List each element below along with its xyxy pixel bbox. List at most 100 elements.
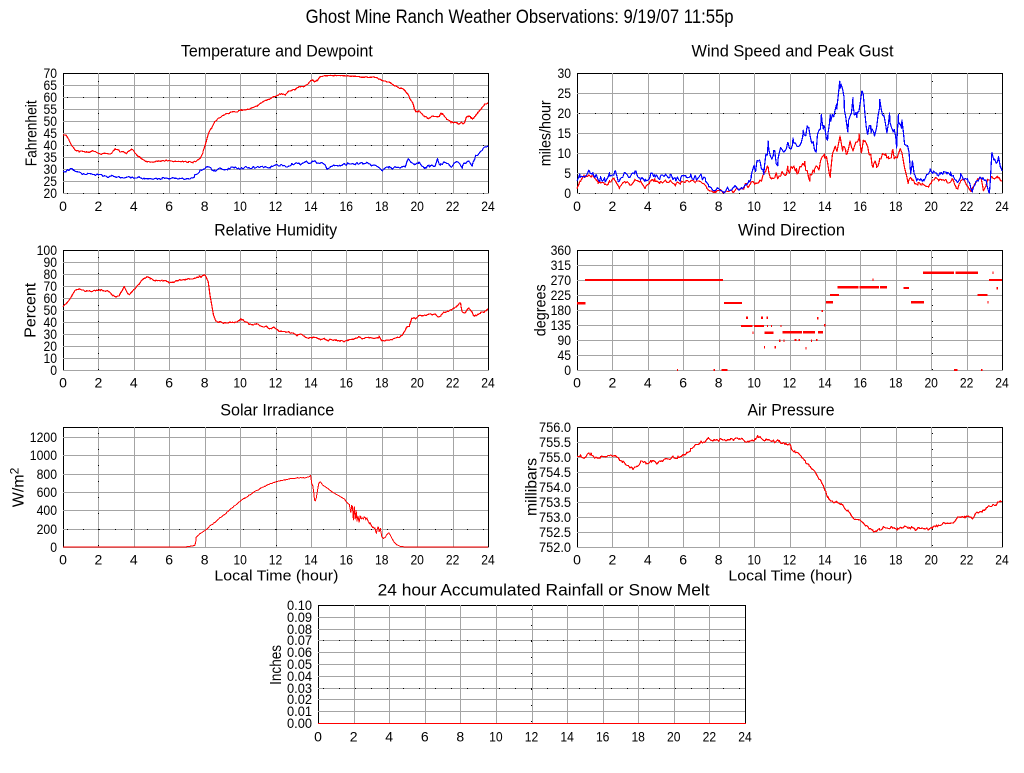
svg-text:Wind Direction: Wind Direction — [738, 221, 845, 239]
svg-text:200: 200 — [37, 521, 58, 537]
svg-text:W/m2: W/m2 — [8, 467, 28, 507]
svg-text:16: 16 — [340, 198, 354, 214]
svg-text:22: 22 — [960, 375, 974, 391]
svg-text:0: 0 — [573, 375, 581, 391]
svg-text:20: 20 — [410, 198, 424, 214]
svg-text:14: 14 — [560, 729, 574, 745]
svg-text:315: 315 — [551, 257, 572, 273]
svg-text:4: 4 — [130, 552, 138, 568]
svg-text:2: 2 — [609, 552, 617, 568]
svg-text:5: 5 — [564, 165, 571, 181]
svg-text:24: 24 — [481, 552, 495, 568]
svg-text:4: 4 — [644, 552, 652, 568]
svg-text:Wind Speed and Peak Gust: Wind Speed and Peak Gust — [692, 43, 894, 61]
svg-text:6: 6 — [165, 552, 173, 568]
svg-text:8: 8 — [201, 552, 209, 568]
svg-text:40: 40 — [44, 137, 58, 153]
svg-text:55: 55 — [44, 101, 58, 117]
svg-text:0.09: 0.09 — [287, 609, 312, 625]
svg-text:20: 20 — [924, 375, 938, 391]
svg-text:50: 50 — [44, 302, 58, 318]
svg-text:22: 22 — [703, 729, 717, 745]
svg-text:20: 20 — [667, 729, 681, 745]
svg-text:25: 25 — [44, 173, 58, 189]
svg-text:24 hour Accumulated Rainfall o: 24 hour Accumulated Rainfall or Snow Mel… — [378, 581, 710, 599]
svg-text:756.0: 756.0 — [539, 419, 571, 435]
svg-text:Solar Irradiance: Solar Irradiance — [220, 402, 334, 420]
svg-text:30: 30 — [44, 161, 58, 177]
svg-text:800: 800 — [37, 466, 58, 482]
svg-text:0: 0 — [573, 198, 581, 214]
svg-text:180: 180 — [551, 302, 572, 318]
svg-text:0.01: 0.01 — [287, 703, 312, 719]
svg-text:12: 12 — [783, 552, 797, 568]
svg-text:10: 10 — [233, 375, 247, 391]
svg-text:60: 60 — [44, 290, 58, 306]
svg-text:8: 8 — [456, 729, 464, 745]
svg-text:30: 30 — [44, 326, 58, 342]
svg-text:6: 6 — [679, 552, 687, 568]
svg-text:24: 24 — [738, 729, 752, 745]
svg-text:0.00: 0.00 — [287, 715, 312, 731]
svg-text:12: 12 — [525, 729, 539, 745]
svg-text:10: 10 — [747, 552, 761, 568]
svg-text:18: 18 — [631, 729, 645, 745]
svg-text:0.08: 0.08 — [287, 621, 312, 637]
svg-text:22: 22 — [960, 552, 974, 568]
svg-text:16: 16 — [340, 375, 354, 391]
svg-text:8: 8 — [201, 375, 209, 391]
svg-text:80: 80 — [44, 266, 58, 282]
svg-text:50: 50 — [44, 113, 58, 129]
svg-text:6: 6 — [421, 729, 429, 745]
svg-text:2: 2 — [609, 198, 617, 214]
svg-text:754.5: 754.5 — [539, 464, 571, 480]
svg-text:16: 16 — [854, 198, 868, 214]
svg-text:Temperature and Dewpoint: Temperature and Dewpoint — [181, 43, 373, 61]
svg-text:14: 14 — [304, 375, 318, 391]
svg-text:135: 135 — [551, 317, 572, 333]
svg-text:Local Time (hour): Local Time (hour) — [214, 569, 338, 585]
svg-text:752.0: 752.0 — [539, 539, 571, 555]
svg-text:Fahrenheit: Fahrenheit — [24, 100, 41, 166]
svg-text:18: 18 — [889, 375, 903, 391]
svg-text:8: 8 — [715, 552, 723, 568]
svg-text:225: 225 — [551, 287, 572, 303]
svg-text:14: 14 — [818, 552, 832, 568]
svg-text:1200: 1200 — [30, 429, 57, 445]
svg-text:25: 25 — [558, 85, 572, 101]
svg-text:14: 14 — [818, 375, 832, 391]
svg-text:20: 20 — [924, 198, 938, 214]
svg-text:Inches: Inches — [268, 645, 285, 685]
svg-text:6: 6 — [165, 198, 173, 214]
svg-text:10: 10 — [489, 729, 503, 745]
svg-text:4: 4 — [385, 729, 393, 745]
svg-text:14: 14 — [304, 552, 318, 568]
svg-text:14: 14 — [304, 198, 318, 214]
svg-text:12: 12 — [269, 375, 283, 391]
svg-text:10: 10 — [558, 145, 572, 161]
svg-text:0: 0 — [573, 552, 581, 568]
svg-text:65: 65 — [44, 77, 58, 93]
svg-text:8: 8 — [201, 198, 209, 214]
svg-text:45: 45 — [44, 125, 58, 141]
svg-text:30: 30 — [558, 65, 572, 81]
svg-text:10: 10 — [747, 375, 761, 391]
svg-text:0: 0 — [59, 552, 67, 568]
svg-text:18: 18 — [375, 552, 389, 568]
svg-text:0: 0 — [564, 185, 571, 201]
svg-text:degrees: degrees — [533, 284, 550, 336]
svg-text:20: 20 — [410, 552, 424, 568]
svg-text:0: 0 — [50, 362, 57, 378]
svg-text:24: 24 — [995, 198, 1009, 214]
svg-text:Relative Humidity: Relative Humidity — [214, 221, 338, 239]
svg-text:20: 20 — [924, 552, 938, 568]
svg-text:10: 10 — [233, 198, 247, 214]
svg-text:755.0: 755.0 — [539, 449, 571, 465]
svg-text:Air Pressure: Air Pressure — [748, 402, 835, 420]
svg-text:18: 18 — [375, 375, 389, 391]
svg-text:12: 12 — [269, 198, 283, 214]
svg-text:2: 2 — [609, 375, 617, 391]
svg-text:14: 14 — [818, 198, 832, 214]
svg-text:20: 20 — [558, 105, 572, 121]
svg-text:0: 0 — [314, 729, 322, 745]
